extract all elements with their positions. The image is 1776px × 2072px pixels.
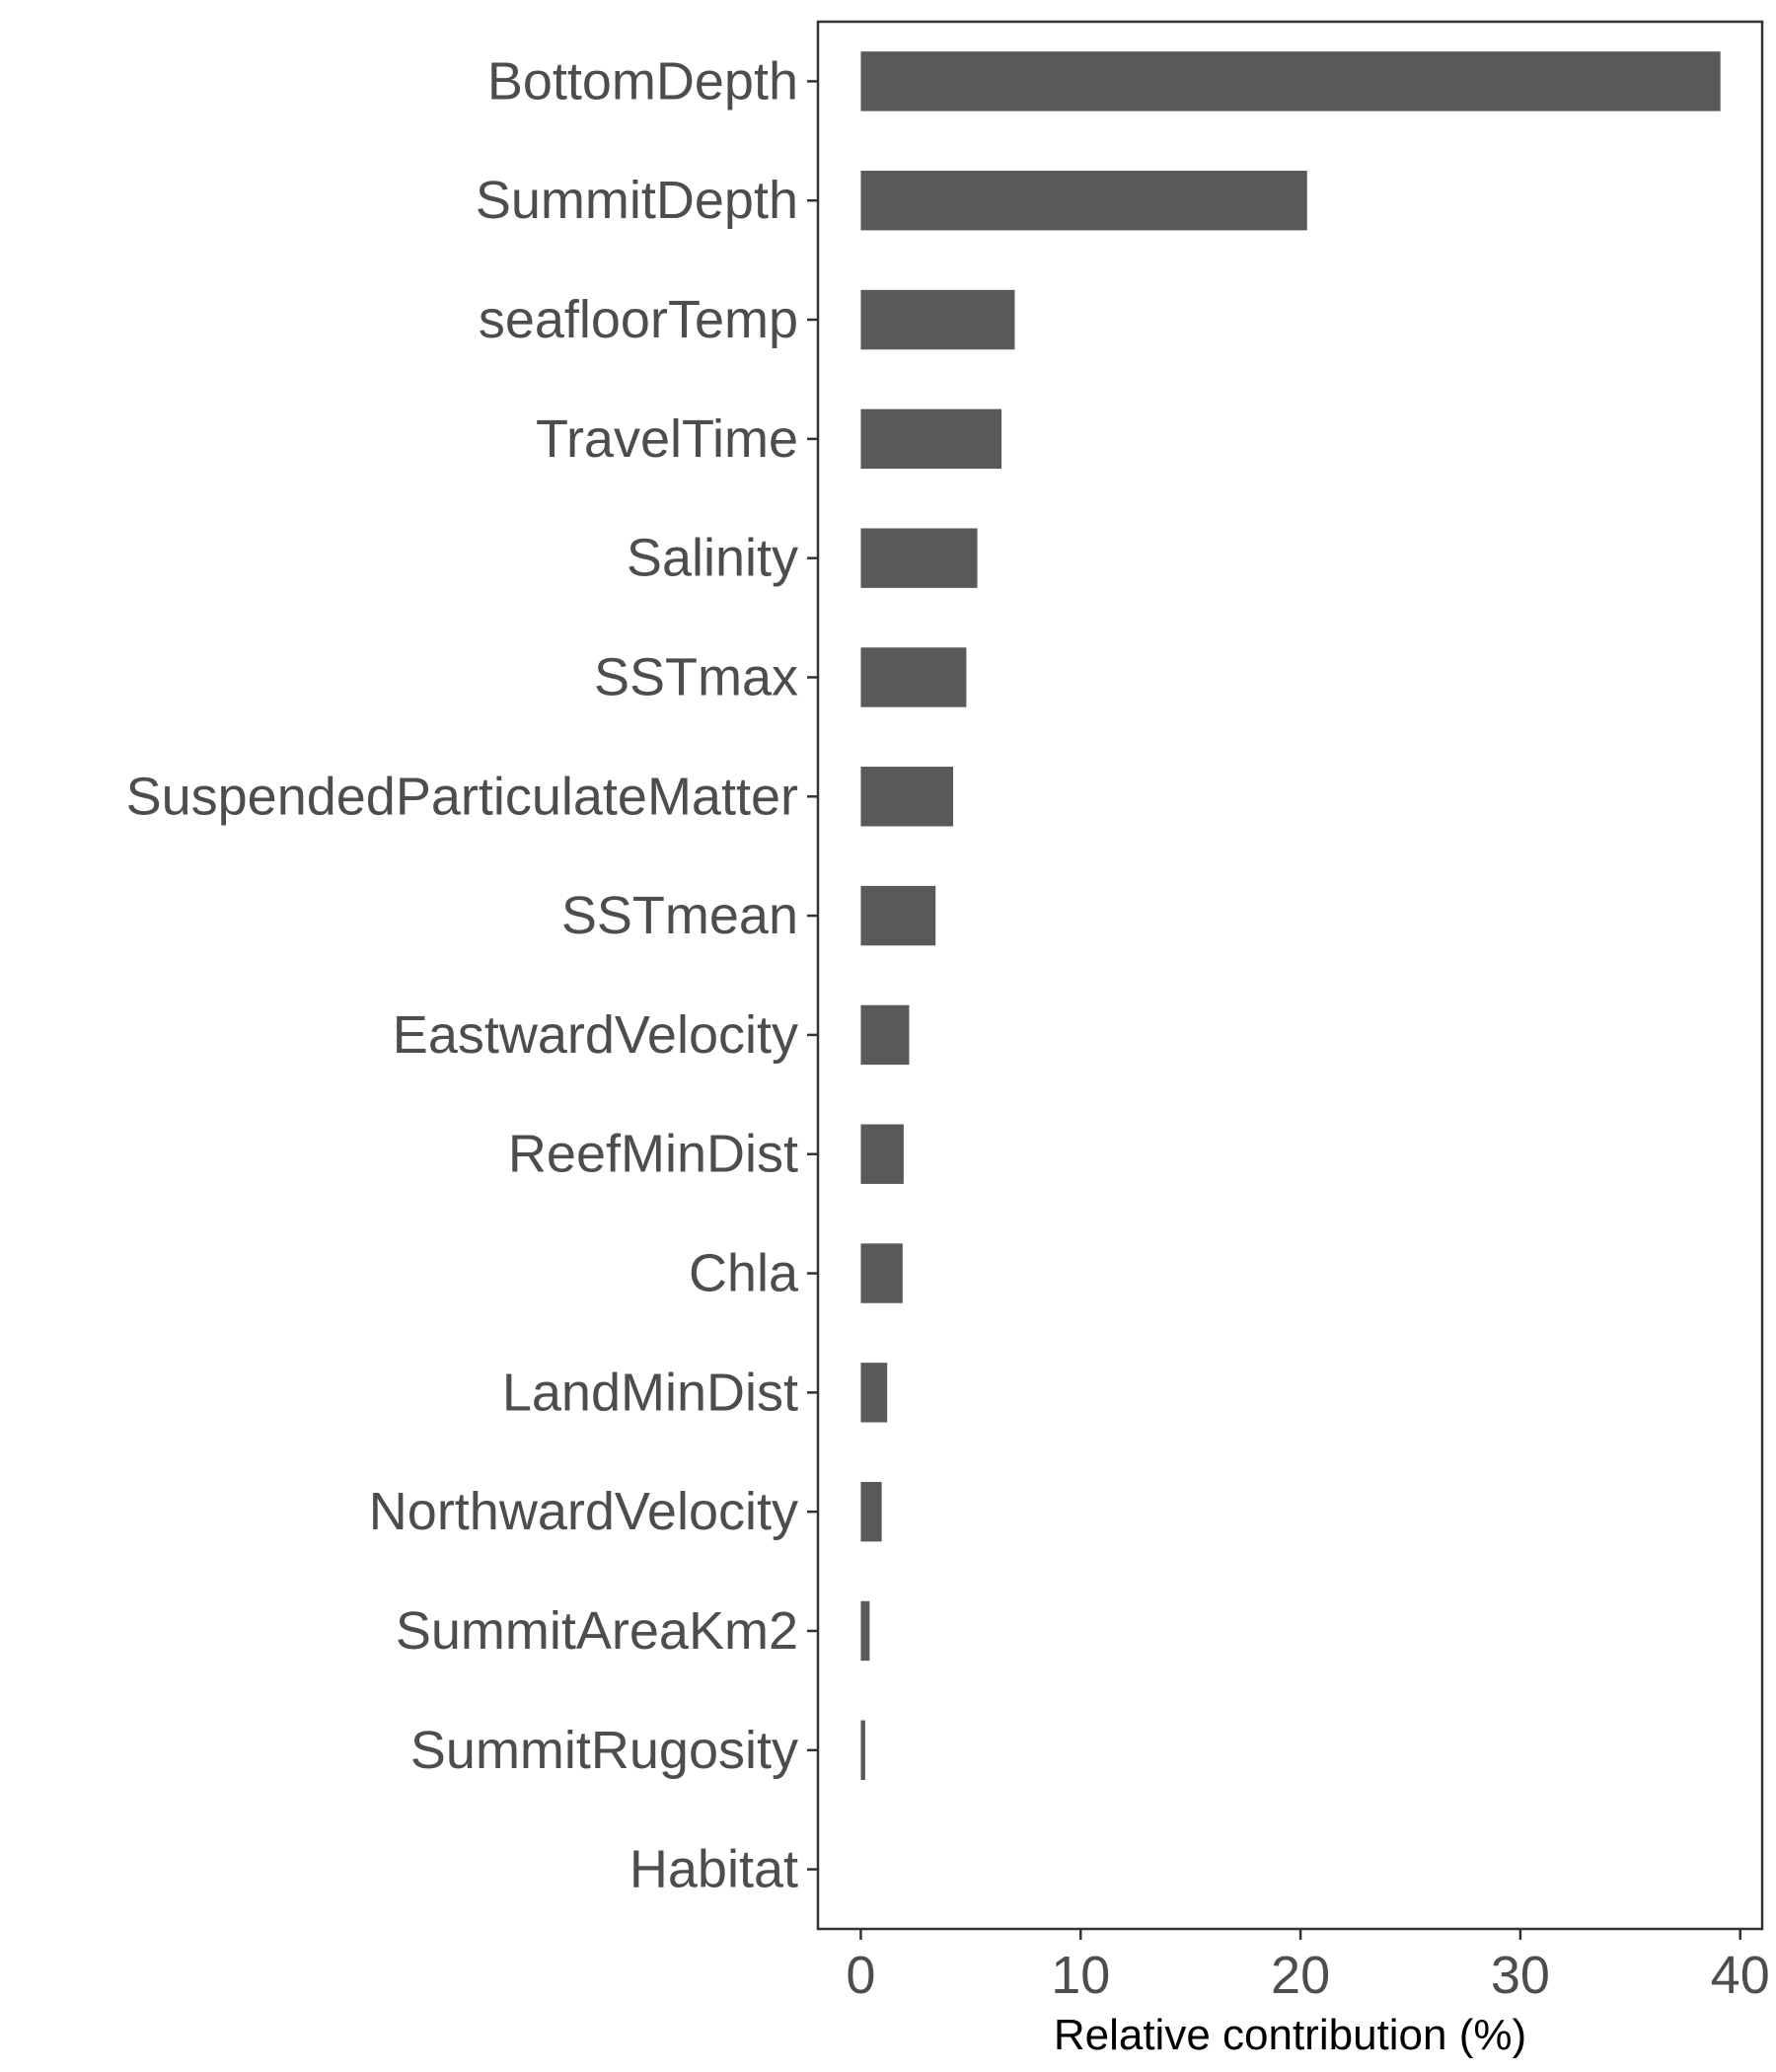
bar-SSTmean xyxy=(860,885,936,946)
bar-SummitDepth xyxy=(860,171,1307,231)
y-tick-label: SuspendedParticulateMatter xyxy=(126,767,798,826)
bar-SSTmax xyxy=(860,647,967,707)
value-axis: 0 10 20 30 40 xyxy=(846,1929,1770,2005)
y-tick-label: SSTmean xyxy=(561,886,798,945)
bar-LandMinDist xyxy=(860,1363,888,1423)
bars-group xyxy=(860,51,1721,1780)
y-tick-label: Habitat xyxy=(629,1840,798,1899)
x-tick-label: 40 xyxy=(1711,1946,1770,2005)
y-tick-label: SummitDepth xyxy=(476,171,798,230)
x-tick-label: 30 xyxy=(1491,1946,1550,2005)
bar-NorthwardVelocity xyxy=(860,1481,882,1542)
y-tick-label: seafloorTemp xyxy=(479,290,798,349)
y-tick-label: SummitAreaKm2 xyxy=(396,1601,798,1661)
y-tick-label: ReefMinDist xyxy=(508,1125,798,1184)
bar-SuspendedParticulateMatter xyxy=(860,767,954,827)
y-tick-label: BottomDepth xyxy=(487,51,798,111)
bar-Salinity xyxy=(860,528,978,588)
y-tick-label: Salinity xyxy=(627,529,798,588)
bar-EastwardVelocity xyxy=(860,1004,910,1066)
y-tick-label: SummitRugosity xyxy=(410,1721,798,1780)
y-tick-label: LandMinDist xyxy=(502,1363,798,1422)
x-tick-label: 0 xyxy=(846,1946,875,2005)
x-tick-label: 10 xyxy=(1051,1946,1110,2005)
bar-SummitAreaKm2 xyxy=(860,1600,870,1662)
x-tick-label: 20 xyxy=(1271,1946,1330,2005)
bar-TravelTime xyxy=(860,408,1002,470)
y-tick-label: EastwardVelocity xyxy=(393,1005,798,1065)
bar-ReefMinDist xyxy=(860,1124,904,1184)
bar-SummitRugosity xyxy=(860,1720,865,1780)
bar-BottomDepth xyxy=(860,51,1721,111)
plot-panel-border xyxy=(816,20,1764,1931)
x-axis-title: Relative contribution (%) xyxy=(1054,2011,1526,2059)
bar-seafloorTemp xyxy=(860,289,1015,350)
y-tick-label: NorthwardVelocity xyxy=(369,1482,798,1541)
y-tick-label: TravelTime xyxy=(536,409,798,469)
category-axis: BottomDepth SummitDepth seafloorTemp Travel… xyxy=(126,51,818,1899)
bar-Chla xyxy=(860,1243,903,1303)
y-tick-label: Chla xyxy=(689,1244,799,1303)
y-tick-label: SSTmax xyxy=(594,647,798,706)
